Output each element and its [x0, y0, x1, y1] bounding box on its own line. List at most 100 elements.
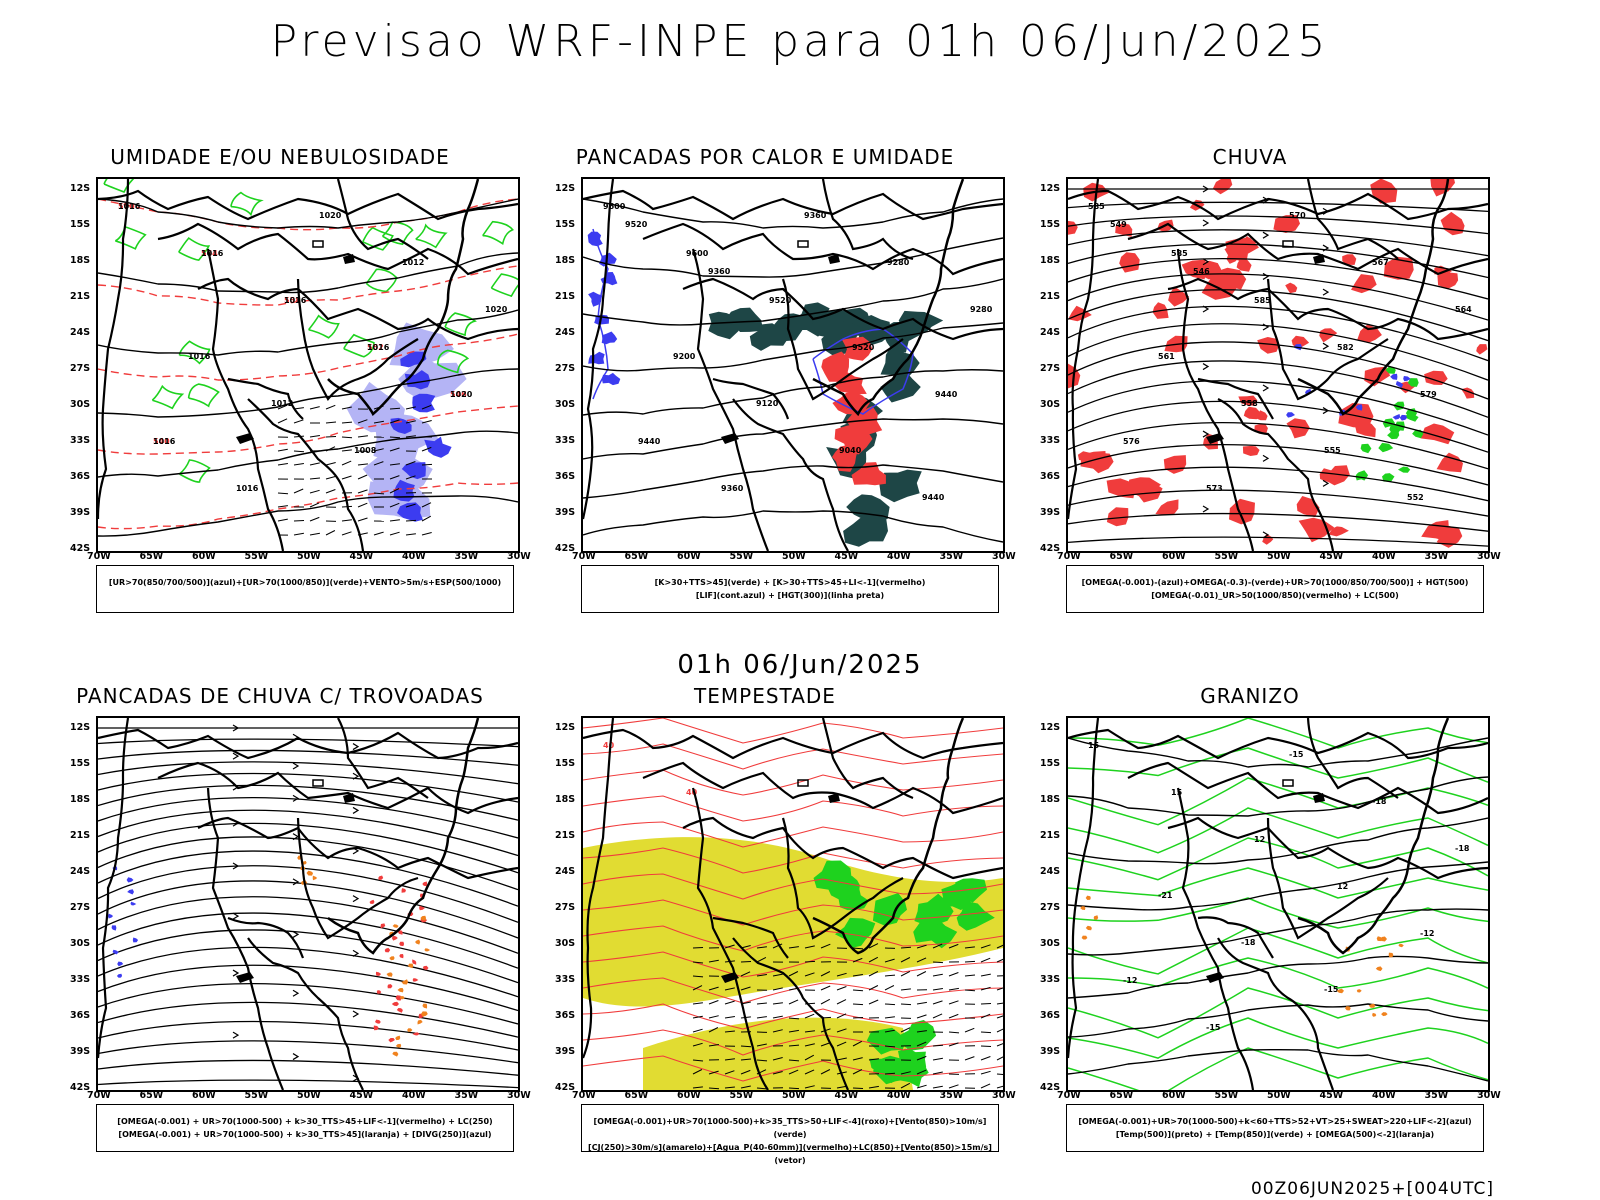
legend-line: [K>30+TTS>45](verde) + [K>30+TTS>45+LI<-… — [654, 578, 926, 587]
thunderstorm-area — [376, 990, 382, 994]
rain-area — [1440, 211, 1465, 236]
thunderstorm-area — [419, 905, 425, 911]
wind-vector — [868, 985, 879, 991]
panel-tempestade: TEMPESTADE 40 40 12S 15S 18S 21S 24S 27S 30S 33S 36… — [525, 684, 1016, 1174]
wind-vector — [996, 1043, 1003, 1047]
wind-vector — [277, 463, 288, 466]
latitude-label: 15S — [1040, 219, 1061, 230]
rain-area — [1436, 452, 1463, 473]
wind-vector — [836, 986, 847, 991]
panel-pancadas-calor: PANCADAS POR CALOR E UMIDADE 9600 9600 9520… — [525, 145, 1016, 635]
border-line — [1068, 718, 1100, 1059]
wind-vector — [373, 448, 384, 452]
thunderstorm-area — [387, 984, 393, 989]
country-borders — [98, 179, 518, 551]
wind-vector — [277, 404, 288, 410]
wind-vector — [740, 971, 751, 977]
unstable-area — [843, 514, 888, 547]
map-plot: 9600 9600 9520 9520 9440 9440 9360 9360 9280 9280… — [581, 177, 1005, 553]
wind-vector — [277, 448, 288, 452]
wind-vector — [820, 985, 831, 991]
wind-vector — [996, 944, 1003, 949]
wind-vector — [309, 477, 321, 480]
latitude-label: 42S — [70, 1082, 91, 1093]
thunderstorm-area — [373, 1025, 379, 1031]
longitude-label: 55W — [729, 1090, 754, 1101]
divergence-area — [116, 973, 123, 978]
coastline — [1297, 179, 1450, 416]
legend-line: [UR>70(850/700/500)](azul)+[UR>70(1000/8… — [108, 578, 502, 587]
thunderstorm-area — [399, 941, 405, 947]
shower-area — [421, 1011, 428, 1017]
streamline — [1068, 341, 1488, 400]
streamline-arrow — [1262, 384, 1270, 392]
wind-vector — [325, 421, 337, 424]
rain-area — [1351, 274, 1377, 294]
streamline-arrow — [352, 772, 360, 780]
omega-area — [1403, 376, 1411, 382]
green-contour — [490, 273, 518, 298]
thunderstorm-area — [412, 1032, 420, 1036]
streamline — [98, 880, 518, 939]
wind-vector — [373, 531, 384, 536]
wind-vector — [421, 420, 432, 424]
wind-vector — [836, 999, 847, 1005]
panel-title: UMIDADE E/OU NEBULOSIDADE — [110, 145, 450, 169]
lift-area — [588, 291, 603, 307]
wind-vector — [932, 1057, 943, 1061]
streamline-arrow — [1262, 531, 1270, 539]
wind-vector — [916, 1001, 927, 1005]
contour-line — [1068, 737, 1488, 768]
streamline — [98, 822, 518, 874]
border-line — [821, 718, 914, 800]
border-line — [1176, 787, 1255, 1090]
border-line — [227, 377, 304, 420]
country-borders — [98, 718, 518, 1090]
green-contour — [1068, 927, 1488, 975]
thunderstorm-area — [422, 965, 429, 971]
rain-area — [1068, 305, 1092, 322]
panel-granizo: GRANIZO 15 15 12 12 -12 -12 -15 -15 -18 -18 -21 -18 -… — [1010, 684, 1501, 1174]
wind-vector — [277, 492, 289, 495]
omega-area — [1081, 935, 1088, 940]
green-contour — [1068, 867, 1488, 899]
divergence-area — [130, 901, 137, 906]
longitude-label: 50W — [782, 551, 806, 562]
rain-area — [1155, 499, 1179, 515]
latitude-label: 24S — [1040, 866, 1061, 877]
capital-marker — [797, 779, 809, 787]
map-plot: 40 40 — [581, 716, 1005, 1092]
streamline-arrow — [1322, 244, 1330, 252]
rain-area — [1236, 258, 1252, 272]
border-line — [98, 728, 518, 760]
wind-vectors — [692, 943, 1003, 1090]
longitude-label: 35W — [454, 551, 479, 562]
streamline-arrow — [232, 752, 240, 760]
rain-area — [1077, 451, 1092, 462]
wind-vector — [868, 956, 879, 963]
rain-area — [1257, 337, 1280, 354]
contour-label: 9600 — [603, 202, 626, 211]
rain-area — [1354, 419, 1376, 438]
border-line — [682, 277, 1003, 341]
strong-omega-area — [1397, 466, 1411, 473]
wind-vector — [293, 488, 304, 494]
wind-vector — [804, 1069, 815, 1075]
wind-vector — [740, 1069, 751, 1075]
capital-marker — [312, 779, 324, 787]
contour-label: -15 — [1289, 750, 1304, 759]
wind-vector — [980, 957, 991, 963]
contour-line — [583, 418, 1003, 460]
streamline-arrow — [1262, 272, 1270, 280]
wind-vector — [309, 406, 320, 410]
green-contour — [1068, 1017, 1488, 1059]
wind-vector — [325, 530, 336, 536]
unstable-area — [725, 307, 764, 332]
rain-area — [1115, 223, 1133, 237]
wind-vector — [932, 961, 944, 964]
wind-vector — [836, 1057, 847, 1061]
wind-vector — [389, 502, 400, 508]
contour-label: 9360 — [708, 267, 731, 276]
lift-contours — [592, 228, 914, 415]
panel-title: CHUVA — [1212, 145, 1288, 169]
